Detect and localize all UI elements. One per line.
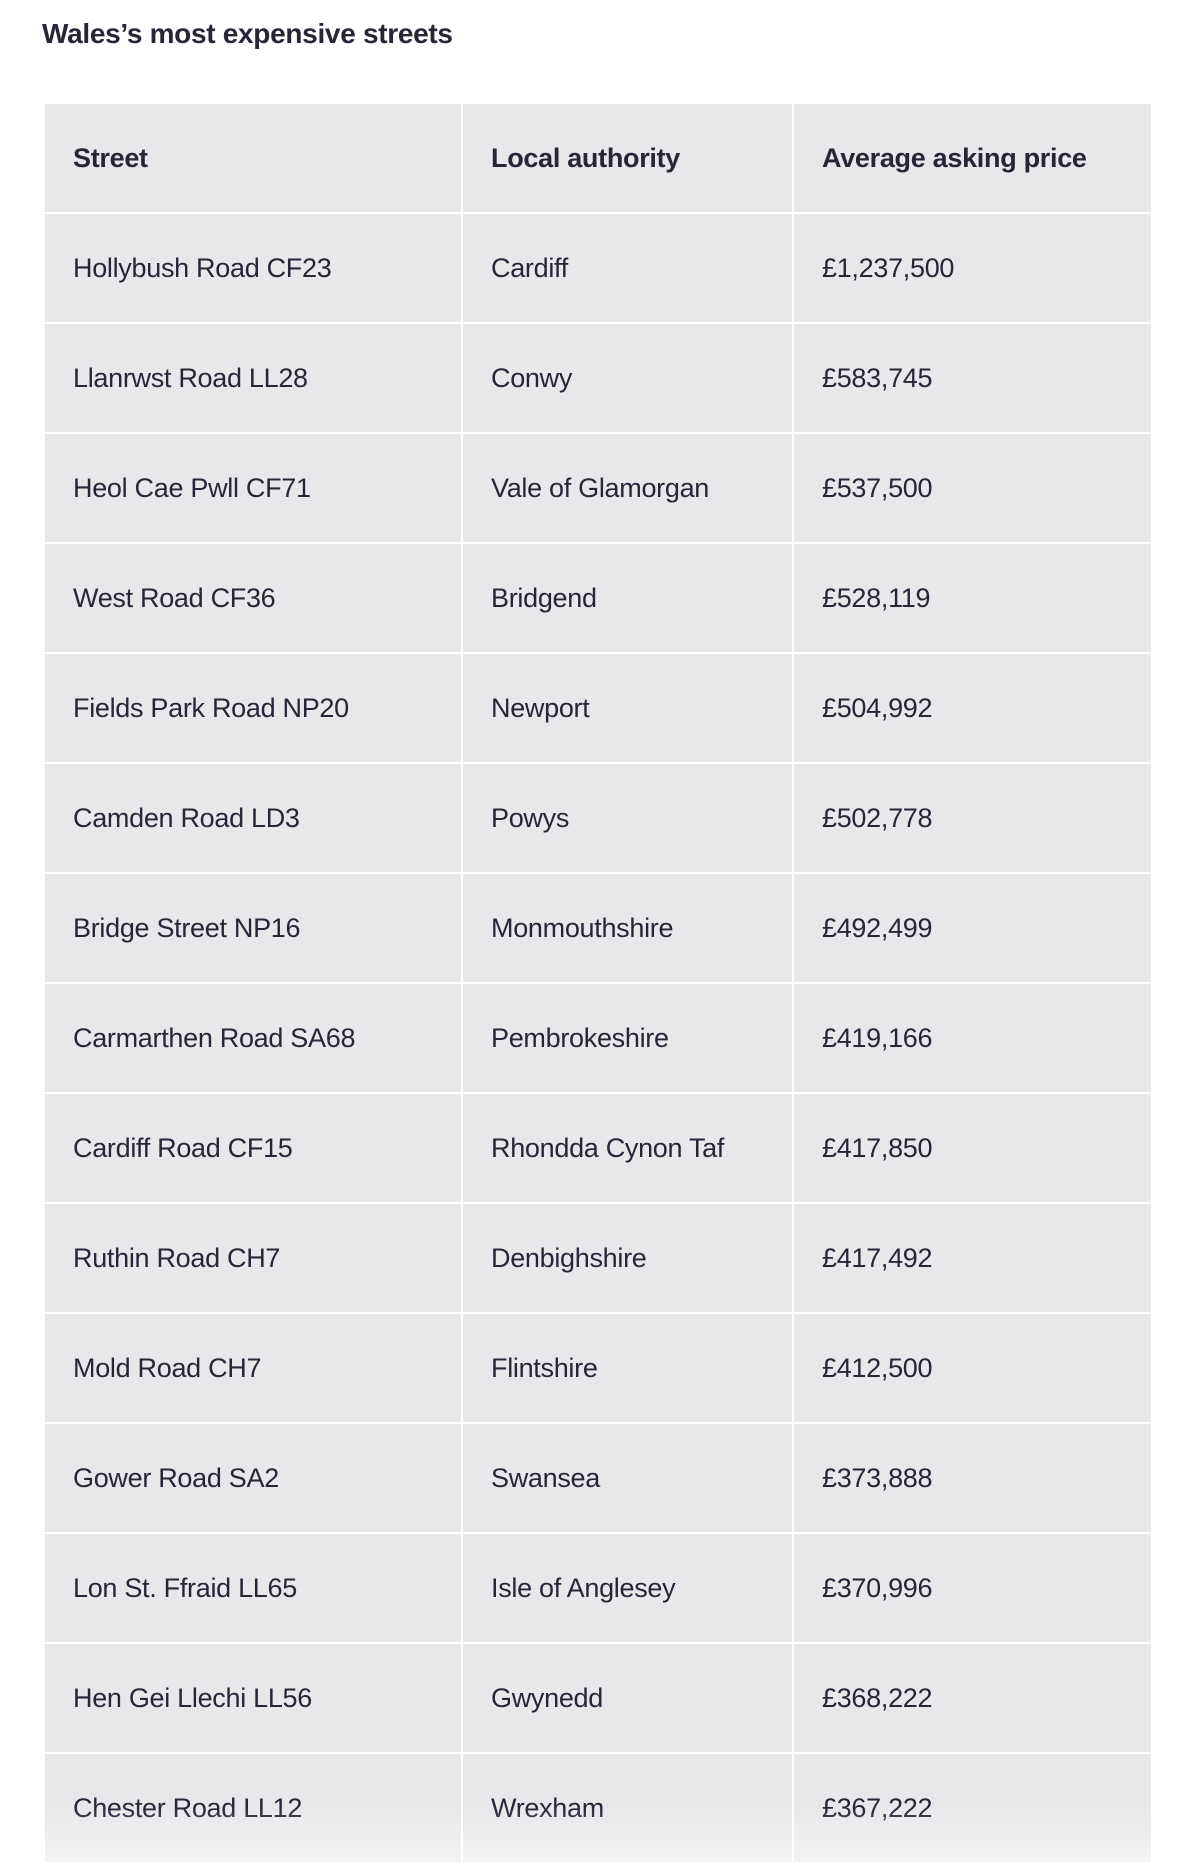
table-row: Gower Road SA2 Swansea £373,888 [45, 1424, 1151, 1532]
cell-local-authority: Cardiff [463, 214, 792, 322]
table-row: Mold Road CH7 Flintshire £412,500 [45, 1314, 1151, 1422]
table-row: Bridge Street NP16 Monmouthshire £492,499 [45, 874, 1151, 982]
table-row: West Road CF36 Bridgend £528,119 [45, 544, 1151, 652]
cell-local-authority: Vale of Glamorgan [463, 434, 792, 542]
cell-street: West Road CF36 [45, 544, 461, 652]
header-local-authority: Local authority [463, 104, 792, 212]
cell-street: Heol Cae Pwll CF71 [45, 434, 461, 542]
table-row: Carmarthen Road SA68 Pembrokeshire £419,16… [45, 984, 1151, 1092]
cell-price: £1,237,500 [794, 214, 1151, 322]
table-row: Hollybush Road CF23 Cardiff £1,237,500 [45, 214, 1151, 322]
cell-street: Gower Road SA2 [45, 1424, 461, 1532]
cell-price: £417,850 [794, 1094, 1151, 1202]
cell-local-authority: Isle of Anglesey [463, 1534, 792, 1642]
cell-street: Carmarthen Road SA68 [45, 984, 461, 1092]
header-street: Street [45, 104, 461, 212]
cell-local-authority: Powys [463, 764, 792, 872]
cell-local-authority: Newport [463, 654, 792, 762]
cell-price: £528,119 [794, 544, 1151, 652]
table-row: Chester Road LL12 Wrexham £367,222 [45, 1754, 1151, 1862]
cell-price: £368,222 [794, 1644, 1151, 1752]
cell-street: Llanrwst Road LL28 [45, 324, 461, 432]
cell-price: £412,500 [794, 1314, 1151, 1422]
cell-price: £370,996 [794, 1534, 1151, 1642]
cell-price: £502,778 [794, 764, 1151, 872]
table-row: Cardiff Road CF15 Rhondda Cynon Taf £417,8… [45, 1094, 1151, 1202]
cell-price: £419,166 [794, 984, 1151, 1092]
table-row: Camden Road LD3 Powys £502,778 [45, 764, 1151, 872]
cell-price: £373,888 [794, 1424, 1151, 1532]
cell-price: £492,499 [794, 874, 1151, 982]
cell-street: Mold Road CH7 [45, 1314, 461, 1422]
cell-street: Hollybush Road CF23 [45, 214, 461, 322]
table-row: Lon St. Ffraid LL65 Isle of Anglesey £370,… [45, 1534, 1151, 1642]
cell-price: £583,745 [794, 324, 1151, 432]
table-row: Fields Park Road NP20 Newport £504,992 [45, 654, 1151, 762]
table-header-row: Street Local authority Average asking pr… [45, 104, 1151, 212]
cell-local-authority: Wrexham [463, 1754, 792, 1862]
cell-local-authority: Pembrokeshire [463, 984, 792, 1092]
cell-price: £367,222 [794, 1754, 1151, 1862]
cell-price: £504,992 [794, 654, 1151, 762]
header-average-asking-price: Average asking price [794, 104, 1151, 212]
cell-street: Lon St. Ffraid LL65 [45, 1534, 461, 1642]
cell-street: Bridge Street NP16 [45, 874, 461, 982]
cell-street: Chester Road LL12 [45, 1754, 461, 1862]
table-row: Heol Cae Pwll CF71 Vale of Glamorgan £537,… [45, 434, 1151, 542]
cell-local-authority: Bridgend [463, 544, 792, 652]
cell-street: Ruthin Road CH7 [45, 1204, 461, 1312]
cell-local-authority: Gwynedd [463, 1644, 792, 1752]
cell-local-authority: Swansea [463, 1424, 792, 1532]
cell-street: Fields Park Road NP20 [45, 654, 461, 762]
expensive-streets-table: Street Local authority Average asking pr… [43, 102, 1153, 1864]
cell-local-authority: Conwy [463, 324, 792, 432]
cell-local-authority: Monmouthshire [463, 874, 792, 982]
table-row: Llanrwst Road LL28 Conwy £583,745 [45, 324, 1151, 432]
table-row: Hen Gei Llechi LL56 Gwynedd £368,222 [45, 1644, 1151, 1752]
cell-street: Camden Road LD3 [45, 764, 461, 872]
cell-street: Cardiff Road CF15 [45, 1094, 461, 1202]
cell-street: Hen Gei Llechi LL56 [45, 1644, 461, 1752]
cell-local-authority: Flintshire [463, 1314, 792, 1422]
table-title: Wales’s most expensive streets [42, 18, 453, 49]
cell-local-authority: Denbighshire [463, 1204, 792, 1312]
cell-local-authority: Rhondda Cynon Taf [463, 1094, 792, 1202]
table-row: Ruthin Road CH7 Denbighshire £417,492 [45, 1204, 1151, 1312]
cell-price: £417,492 [794, 1204, 1151, 1312]
cell-price: £537,500 [794, 434, 1151, 542]
